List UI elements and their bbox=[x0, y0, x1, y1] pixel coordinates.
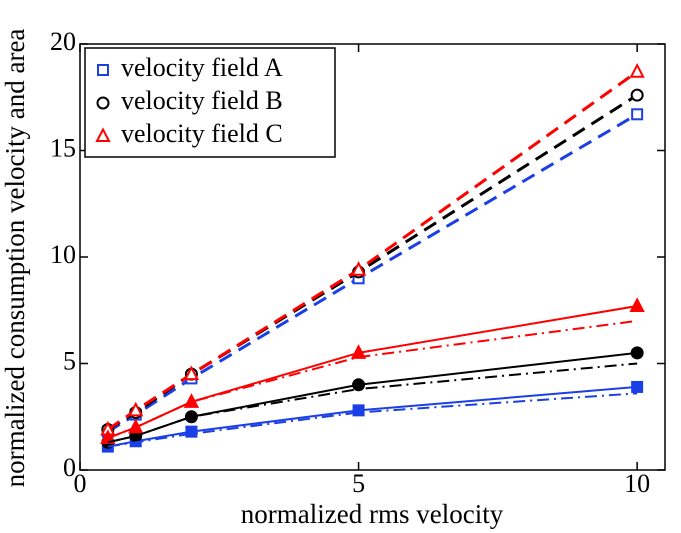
y-tick-label: 10 bbox=[50, 240, 76, 269]
data-point bbox=[629, 63, 645, 78]
legend-marker bbox=[97, 64, 109, 76]
legend-marker bbox=[95, 127, 111, 142]
data-point bbox=[183, 365, 200, 381]
data-point bbox=[350, 261, 367, 276]
series-line bbox=[107, 392, 638, 448]
data-point bbox=[128, 401, 144, 417]
x-tick-label: 10 bbox=[624, 469, 650, 498]
legend-box bbox=[84, 47, 336, 158]
y-axis-label: normalized consumption velocity and area bbox=[0, 29, 30, 488]
y-tick-label: 0 bbox=[63, 453, 76, 482]
y-tick-label: 15 bbox=[50, 133, 76, 162]
data-point bbox=[631, 108, 644, 121]
data-point bbox=[352, 378, 366, 392]
x-axis-label: normalized rms velocity bbox=[241, 499, 504, 529]
data-point bbox=[631, 380, 644, 393]
data-point bbox=[185, 425, 198, 438]
data-point bbox=[630, 346, 644, 360]
data-point bbox=[352, 404, 365, 417]
x-tick-label: 5 bbox=[352, 469, 365, 498]
y-tick-label: 20 bbox=[50, 27, 76, 56]
legend-text: velocity field A bbox=[121, 53, 283, 82]
data-point bbox=[350, 344, 367, 359]
x-tick-label: 0 bbox=[74, 469, 87, 498]
data-point bbox=[183, 393, 200, 408]
data-point bbox=[630, 88, 644, 102]
legend-text: velocity field C bbox=[121, 119, 283, 148]
legend-marker bbox=[96, 96, 110, 110]
y-tick-label: 5 bbox=[63, 346, 76, 375]
legend-text: velocity field B bbox=[121, 86, 283, 115]
data-point bbox=[629, 297, 645, 312]
data-point bbox=[184, 410, 198, 424]
